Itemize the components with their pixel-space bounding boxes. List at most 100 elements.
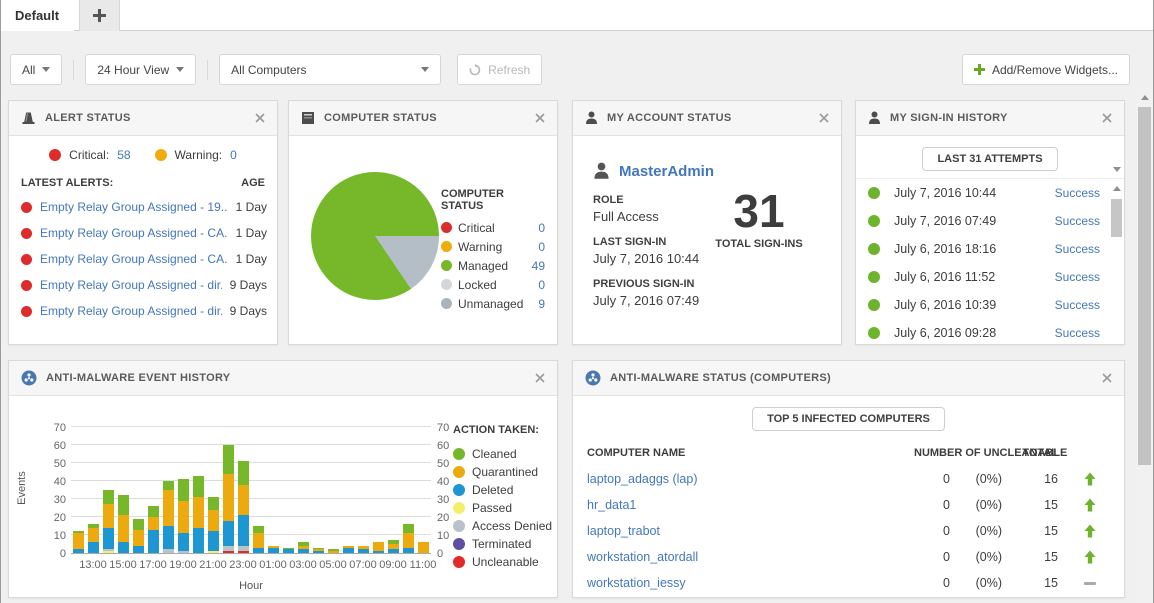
computer-name-link[interactable]: workstation_iessy xyxy=(587,576,914,590)
bar-segment-deleted xyxy=(268,548,279,553)
top5-infected-button[interactable]: TOP 5 INFECTED COMPUTERS xyxy=(752,407,945,431)
scrollbar-thumb[interactable] xyxy=(1138,107,1151,465)
signin-status-link[interactable]: Success xyxy=(1055,214,1100,228)
computers-dropdown[interactable]: All Computers xyxy=(219,54,441,85)
close-icon[interactable] xyxy=(255,113,265,123)
signin-status-link[interactable]: Success xyxy=(1055,242,1100,256)
bar-14:00 xyxy=(101,490,116,553)
uncleanable-percent: (0%) xyxy=(950,550,1002,564)
signin-status-link[interactable]: Success xyxy=(1055,270,1100,284)
scroll-up-icon[interactable] xyxy=(1113,186,1121,191)
bar-segment-quarantined xyxy=(133,530,144,546)
x-tick-label: 19:00 xyxy=(169,559,197,571)
tab-default[interactable]: Default xyxy=(0,0,74,31)
legend-dot-icon xyxy=(453,448,465,460)
malware-icon xyxy=(21,370,37,386)
bar-04:00 xyxy=(311,548,326,553)
legend-row-terminated: Terminated xyxy=(453,535,552,553)
close-icon[interactable] xyxy=(1102,113,1112,123)
bar-16:00 xyxy=(131,519,146,553)
signin-status-link[interactable]: Success xyxy=(1055,326,1100,340)
bar-segment-cleaned xyxy=(163,481,174,490)
x-tick-label: 23:00 xyxy=(229,559,257,571)
latest-alerts-header: LATEST ALERTS: AGE xyxy=(21,177,265,189)
signin-status-link[interactable]: Success xyxy=(1055,298,1100,312)
close-icon[interactable] xyxy=(535,373,545,383)
x-tick-label: 17:00 xyxy=(139,559,167,571)
add-remove-widgets-button[interactable]: Add/Remove Widgets... xyxy=(962,54,1130,85)
signin-history-widget: MY SIGN-IN HISTORY LAST 31 ATTEMPTS July… xyxy=(855,100,1125,345)
legend-value-link[interactable]: 0 xyxy=(538,240,545,254)
bar-segment-uncleanable xyxy=(238,551,249,553)
legend-value-link[interactable]: 0 xyxy=(538,278,545,292)
legend-value-link[interactable]: 49 xyxy=(532,259,545,273)
warning-count-link[interactable]: 0 xyxy=(230,148,237,162)
bar-segment-deleted xyxy=(373,551,384,553)
legend-value-link[interactable]: 0 xyxy=(538,221,545,235)
time-range-dropdown[interactable]: 24 Hour View xyxy=(85,54,196,85)
alert-dot-icon xyxy=(21,280,32,291)
trend-up-icon xyxy=(1058,498,1096,512)
refresh-label: Refresh xyxy=(488,63,530,77)
alert-title-link[interactable]: Empty Relay Group Assigned - CA... xyxy=(40,226,228,240)
legend-label: Warning xyxy=(458,240,502,254)
legend-value-link[interactable]: 9 xyxy=(538,297,545,311)
bar-segment-quarantined xyxy=(208,510,219,532)
success-dot-icon xyxy=(868,243,880,255)
legend-dot-icon xyxy=(453,466,465,478)
signin-date: July 6, 2016 18:16 xyxy=(894,242,996,256)
bar-segment-deleted xyxy=(103,528,114,550)
y-tick-label: 0 xyxy=(42,548,66,560)
critical-count-link[interactable]: 58 xyxy=(117,148,130,162)
scroll-down-icon[interactable] xyxy=(1113,167,1121,172)
bar-23:00 xyxy=(236,461,251,553)
uncleanable-count: 0 xyxy=(914,550,950,564)
last-attempts-button[interactable]: LAST 31 ATTEMPTS xyxy=(922,147,1057,171)
table-rows: laptop_adaggs (lap)0(0%)16hr_data10(0%)1… xyxy=(587,466,1096,596)
bar-00:00 xyxy=(251,526,266,553)
signin-row: July 7, 2016 07:49Success xyxy=(856,207,1124,235)
bar-segment-cleaned xyxy=(178,479,189,501)
page-scrollbar[interactable] xyxy=(1136,89,1153,603)
alert-title-link[interactable]: Empty Relay Group Assigned - dir... xyxy=(40,278,222,292)
bar-13:00 xyxy=(86,524,101,553)
computer-name-link[interactable]: workstation_atordall xyxy=(587,550,914,564)
legend-dot-icon xyxy=(441,298,452,309)
computer-name-link[interactable]: hr_data1 xyxy=(587,498,914,512)
scroll-up-icon[interactable] xyxy=(1141,95,1149,100)
alert-title-link[interactable]: Empty Relay Group Assigned - dir... xyxy=(40,304,222,318)
close-icon[interactable] xyxy=(819,113,829,123)
add-tab-button[interactable] xyxy=(79,0,120,31)
bar-segment-deleted xyxy=(118,542,129,553)
close-icon[interactable] xyxy=(535,113,545,123)
dashboard-toolbar: All 24 Hour View All Computers Refresh A… xyxy=(0,31,1154,100)
computer-name-link[interactable]: laptop_adaggs (lap) xyxy=(587,472,914,486)
computer-icon xyxy=(301,111,315,125)
alert-row: Empty Relay Group Assigned - 19...1 Day xyxy=(21,194,267,220)
y-tick-label: 40 xyxy=(42,476,66,488)
legend-row-managed: Managed49 xyxy=(441,256,545,275)
legend-dot-icon xyxy=(453,538,465,550)
alert-title-link[interactable]: Empty Relay Group Assigned - CA... xyxy=(40,252,228,266)
alert-title-link[interactable]: Empty Relay Group Assigned - 19... xyxy=(40,200,228,214)
toolbar-divider xyxy=(73,60,74,80)
bar-segment-deleted xyxy=(208,531,219,551)
bar-segment-passed xyxy=(208,551,219,553)
bar-segment-cleaned xyxy=(223,445,234,474)
signin-date: July 6, 2016 11:52 xyxy=(894,270,995,284)
signin-status-link[interactable]: Success xyxy=(1055,186,1100,200)
malware-icon xyxy=(585,370,601,386)
refresh-button[interactable]: Refresh xyxy=(457,54,542,85)
uncleanable-percent: (0%) xyxy=(950,472,1002,486)
close-icon[interactable] xyxy=(1102,373,1112,383)
scope-dropdown[interactable]: All xyxy=(10,54,62,85)
scrollbar-thumb[interactable] xyxy=(1111,199,1122,237)
username-link[interactable]: MasterAdmin xyxy=(619,163,714,180)
bar-10:00 xyxy=(401,524,416,553)
account-details: ROLE Full Access LAST SIGN-IN July 7, 20… xyxy=(593,194,699,320)
signin-date: July 6, 2016 10:39 xyxy=(894,298,996,312)
bar-segment-cleaned xyxy=(193,476,204,498)
computer-name-link[interactable]: laptop_trabot xyxy=(587,524,914,538)
x-tick-label: 07:00 xyxy=(349,559,377,571)
latest-alerts-label: LATEST ALERTS: xyxy=(21,177,113,189)
